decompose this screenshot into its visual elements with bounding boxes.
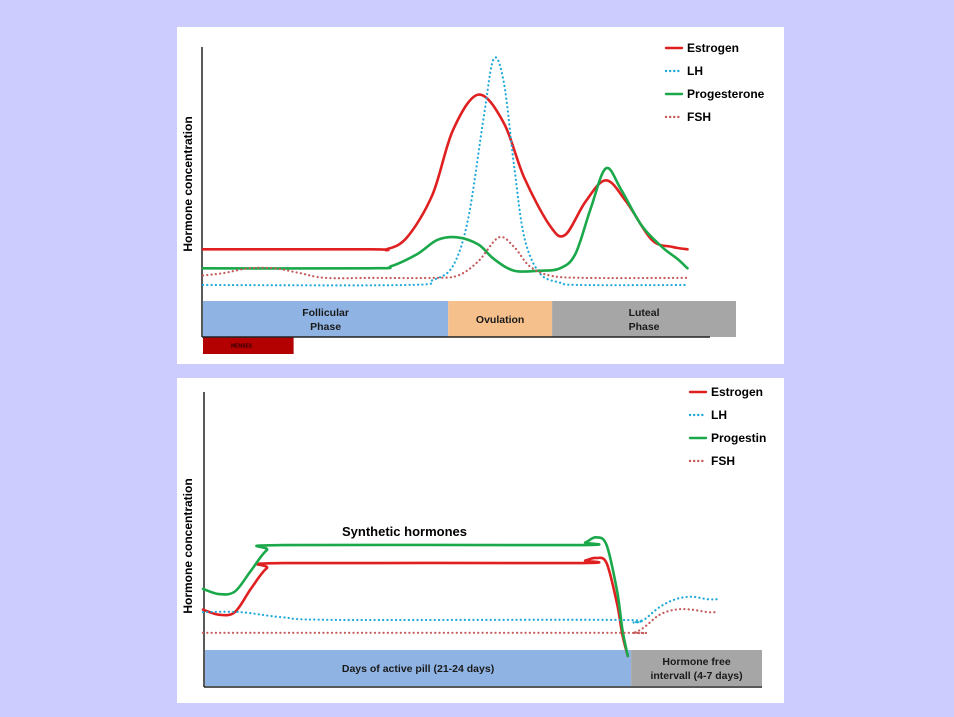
legend-label-estrogen: Estrogen [687,41,739,55]
series-line-fsh [201,607,720,635]
menses-bar [203,337,294,354]
y-axis-label: Hormone concentration [181,116,195,251]
phase-label-follicular: Follicular [302,307,349,319]
chart-panel-menstrual-cycle: Follicular Phase Ovulation Luteal Phase MENSE… [177,27,784,364]
phase-label-hormone-free-line2: intervall (4-7 days) [650,670,742,682]
legend-label-progesterone: Progesterone [687,87,765,101]
series-line-estrogen [201,93,689,252]
series-line-lh [201,56,689,287]
series-line-progesterone [201,166,689,273]
phase-band-ovulation [448,301,553,337]
legend-label-estrogen: Estrogen [711,385,763,399]
legend-label-progestin: Progestin [711,431,766,445]
phase-band-luteal [552,301,736,337]
menses-label: MENSES [231,344,253,350]
chart-annotation: Synthetic hormones [342,524,467,539]
chart-panel-pill-cycle: Days of active pill (21-24 days) Hormone … [177,378,784,703]
series-line-lh [201,595,720,624]
legend-label-lh: LH [687,64,703,78]
legend-label-fsh: FSH [711,454,735,468]
phase-label-days-of-active-pill-21-24-days: Days of active pill (21-24 days) [342,663,494,675]
series-line-estrogen [201,556,630,658]
series-line-fsh [201,235,689,280]
y-axis-label: Hormone concentration [181,478,195,613]
legend-label-fsh: FSH [687,110,711,124]
legend-label-lh: LH [711,408,727,422]
phase-label-luteal-line2: Phase [629,321,660,333]
phase-band-follicular [203,301,449,337]
chart-pill-cycle: Days of active pill (21-24 days) Hormone … [181,385,766,688]
phase-band-hormone-free [631,650,762,686]
phase-band-days-of-active-pill-21-24-days [205,650,632,686]
series-line-progestin [201,536,630,658]
phase-label-hormone-free: Hormone free [662,656,730,668]
phase-label-follicular-line2: Phase [310,321,341,333]
chart-menstrual-cycle: Follicular Phase Ovulation Luteal Phase MENSE… [181,41,765,354]
phase-label-ovulation: Ovulation [476,314,524,326]
phase-label-luteal: Luteal [629,307,660,319]
